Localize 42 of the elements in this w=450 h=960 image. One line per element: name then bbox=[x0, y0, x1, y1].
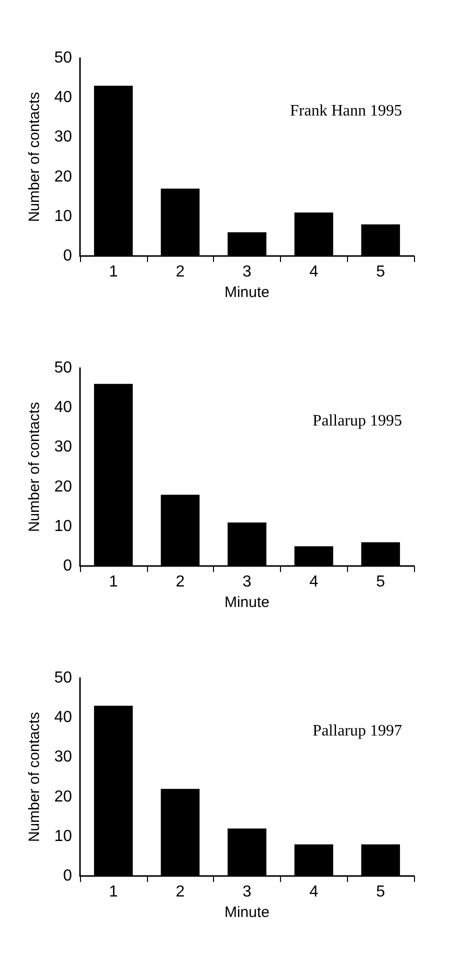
y-tick-label: 40 bbox=[54, 399, 72, 416]
x-axis-title: Minute bbox=[224, 594, 270, 611]
y-tick-label: 20 bbox=[54, 478, 72, 496]
annotation: Frank Hann 1995 bbox=[290, 102, 402, 120]
x-tick-label: 2 bbox=[176, 884, 185, 900]
x-tick-label: 1 bbox=[108, 884, 118, 900]
y-axis-title: Number of contacts bbox=[26, 92, 43, 222]
y-axis-title: Number of contacts bbox=[26, 712, 43, 842]
y-tick-label: 10 bbox=[54, 518, 72, 535]
y-tick-label: 50 bbox=[54, 50, 72, 66]
x-tick-label: 5 bbox=[376, 884, 386, 900]
y-tick-label: 20 bbox=[54, 788, 72, 806]
y-tick-label: 10 bbox=[54, 828, 72, 845]
x-tick-label: 4 bbox=[309, 264, 318, 280]
x-axis-title: Minute bbox=[224, 904, 270, 921]
x-tick-label: 2 bbox=[176, 264, 185, 280]
x-tick-label: 4 bbox=[309, 574, 318, 590]
x-tick-label: 1 bbox=[108, 264, 118, 280]
x-tick-label: 5 bbox=[376, 574, 386, 590]
x-tick-label: 1 bbox=[108, 574, 118, 590]
x-tick-label: 3 bbox=[242, 574, 252, 590]
y-tick-label: 30 bbox=[54, 748, 72, 766]
x-tick-label: 4 bbox=[309, 884, 318, 900]
x-tick-label: 2 bbox=[176, 574, 185, 590]
y-tick-label: 50 bbox=[54, 670, 72, 686]
x-tick-label: 3 bbox=[242, 264, 252, 280]
y-tick-label: 0 bbox=[63, 868, 72, 884]
y-tick-label: 40 bbox=[54, 89, 72, 106]
y-tick-label: 10 bbox=[54, 208, 72, 225]
annotation: Pallarup 1997 bbox=[312, 722, 402, 740]
y-tick-label: 0 bbox=[63, 558, 72, 574]
x-axis-title: Minute bbox=[224, 284, 270, 301]
y-tick-label: 40 bbox=[54, 709, 72, 726]
y-tick-label: 50 bbox=[54, 360, 72, 376]
y-axis-title: Number of contacts bbox=[26, 402, 43, 532]
y-tick-label: 30 bbox=[54, 128, 72, 146]
annotation: Pallarup 1995 bbox=[312, 412, 402, 430]
y-tick-label: 20 bbox=[54, 168, 72, 186]
x-tick-label: 5 bbox=[376, 264, 386, 280]
y-tick-label: 30 bbox=[54, 438, 72, 456]
x-tick-label: 3 bbox=[242, 884, 252, 900]
y-tick-label: 0 bbox=[63, 248, 72, 264]
